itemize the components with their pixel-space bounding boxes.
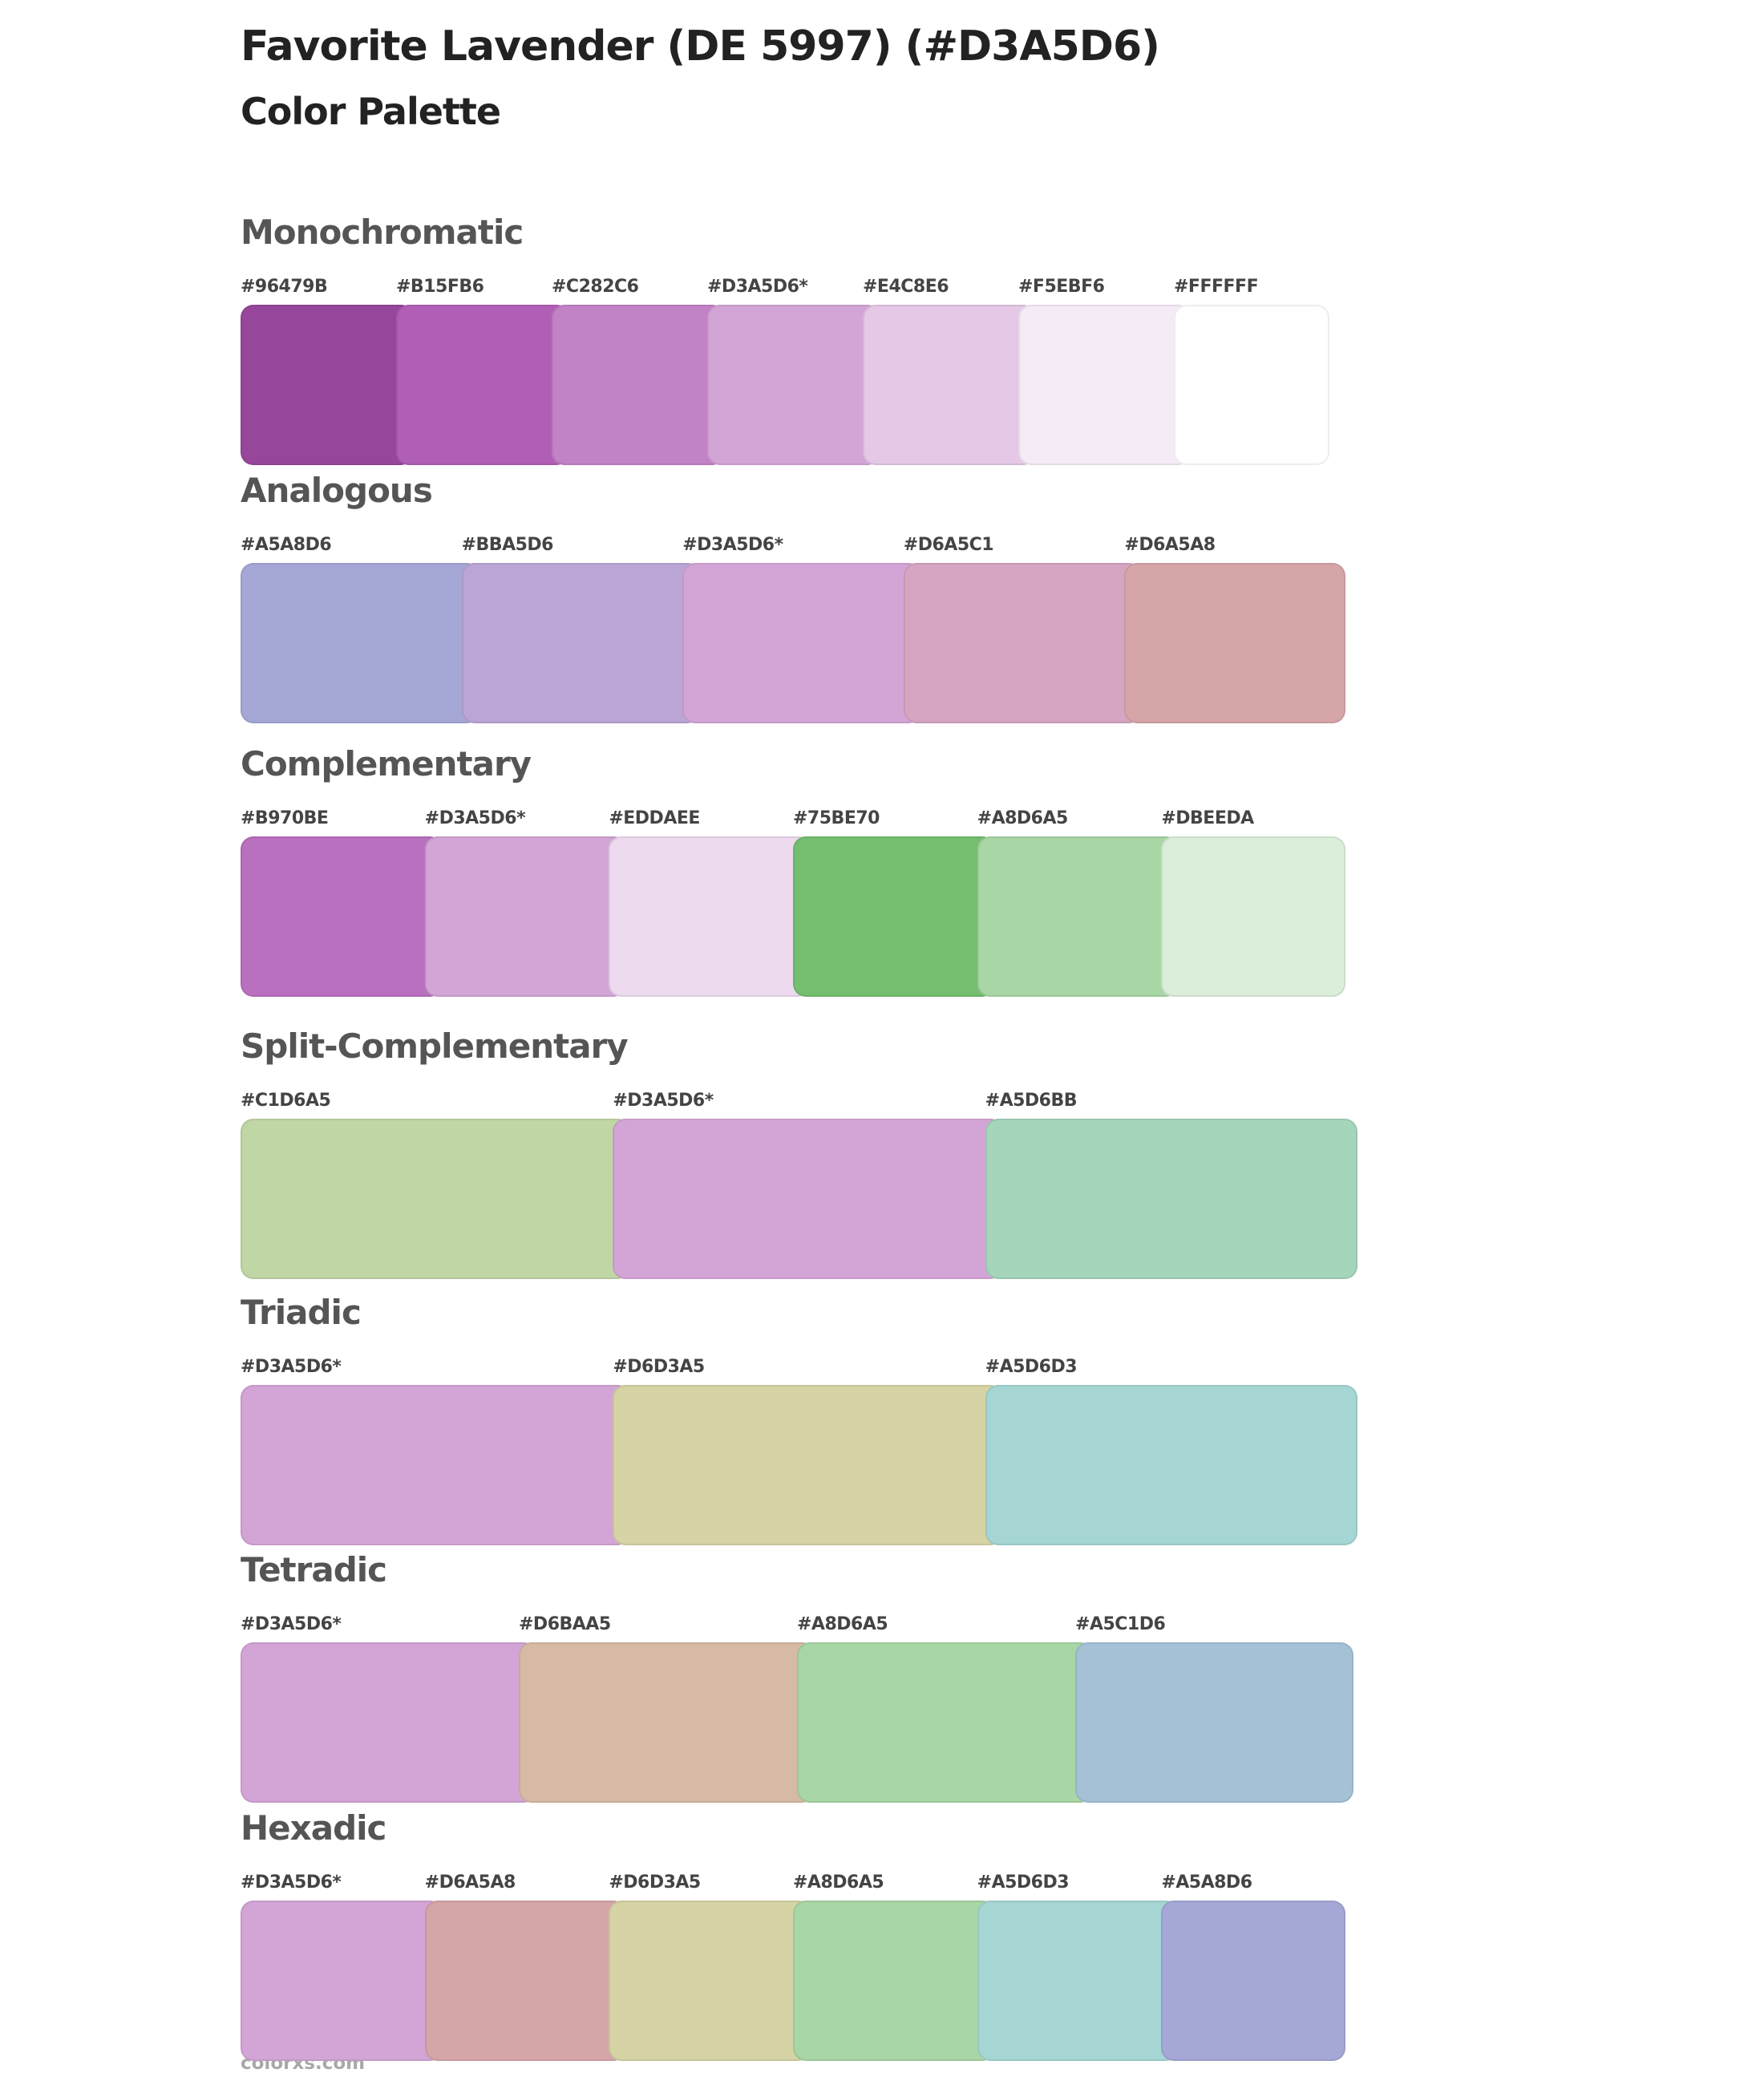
- section-heading: Analogous: [241, 471, 433, 510]
- swatch-hex-label: #DBEEDA: [1161, 808, 1254, 828]
- swatch-hex-label: #D6A5A8: [424, 1872, 516, 1893]
- swatch-hex-label: #D3A5D6*: [613, 1091, 714, 1111]
- color-swatch[interactable]: [977, 836, 1179, 997]
- swatch-hex-label: #96479B: [241, 277, 328, 297]
- section-heading: Hexadic: [241, 1808, 386, 1848]
- swatch-hex-label: #D6D3A5: [613, 1357, 705, 1377]
- swatch-hex-label: #E4C8E6: [863, 277, 949, 297]
- section-heading: Complementary: [241, 744, 532, 783]
- swatch-row: #D3A5D6* #D6BAA5 #A8D6A5 #A5C1D6: [241, 1614, 1353, 1823]
- section-heading: Monochromatic: [241, 213, 524, 252]
- swatch-hex-label: #D3A5D6*: [707, 277, 808, 297]
- color-swatch[interactable]: [1174, 305, 1329, 465]
- color-swatch[interactable]: [1124, 563, 1345, 723]
- swatch-row: #C1D6A5 #D3A5D6* #A5D6BB: [241, 1091, 1357, 1299]
- color-swatch[interactable]: [241, 836, 443, 997]
- swatch-hex-label: #C282C6: [552, 277, 639, 297]
- swatch-hex-label: #A5A8D6: [241, 535, 332, 555]
- color-swatch[interactable]: [985, 1385, 1357, 1545]
- color-swatch[interactable]: [977, 1901, 1179, 2061]
- swatch-hex-label: #D3A5D6*: [241, 1872, 342, 1893]
- color-swatch[interactable]: [241, 1385, 631, 1545]
- color-swatch[interactable]: [903, 563, 1143, 723]
- page-title: Favorite Lavender (DE 5997) (#D3A5D6): [241, 22, 1160, 71]
- color-swatch[interactable]: [1075, 1642, 1353, 1803]
- swatch-hex-label: #FFFFFF: [1174, 277, 1259, 297]
- swatch-hex-label: #D3A5D6*: [241, 1357, 342, 1377]
- swatch-row: #A5A8D6 #BBA5D6 #D3A5D6* #D6A5C1 #D6A5A8: [241, 535, 1345, 743]
- color-swatch[interactable]: [424, 836, 627, 997]
- swatch-hex-label: #A5A8D6: [1161, 1872, 1252, 1893]
- color-swatch[interactable]: [241, 563, 479, 723]
- color-swatch[interactable]: [519, 1642, 815, 1803]
- swatch-hex-label: #A8D6A5: [793, 1872, 884, 1893]
- swatch-hex-label: #A5D6D3: [977, 1872, 1070, 1893]
- swatch-hex-label: #EDDAEE: [609, 808, 700, 828]
- color-swatch[interactable]: [241, 1901, 443, 2061]
- color-swatch[interactable]: [609, 1901, 811, 2061]
- color-swatch[interactable]: [1018, 305, 1192, 465]
- color-swatch[interactable]: [396, 305, 569, 465]
- color-swatch[interactable]: [1161, 1901, 1345, 2061]
- color-swatch[interactable]: [552, 305, 725, 465]
- page-subtitle: Color Palette: [241, 90, 501, 133]
- color-swatch[interactable]: [461, 563, 701, 723]
- swatch-hex-label: #A5D6BB: [985, 1091, 1078, 1111]
- swatch-hex-label: #BBA5D6: [461, 535, 554, 555]
- section-heading: Tetradic: [241, 1550, 387, 1589]
- swatch-hex-label: #B15FB6: [396, 277, 484, 297]
- color-swatch[interactable]: [707, 305, 880, 465]
- swatch-row: #D3A5D6* #D6D3A5 #A5D6D3: [241, 1357, 1357, 1565]
- section-heading: Split-Complementary: [241, 1026, 629, 1066]
- color-swatch[interactable]: [682, 563, 921, 723]
- swatch-hex-label: #B970BE: [241, 808, 329, 828]
- color-swatch[interactable]: [241, 305, 414, 465]
- color-swatch[interactable]: [985, 1119, 1357, 1279]
- swatch-row: #D3A5D6* #D6A5A8 #D6D3A5 #A8D6A5 #A5D6D3 #A5A…: [241, 1872, 1345, 2081]
- swatch-hex-label: #D6A5A8: [1124, 535, 1216, 555]
- section-heading: Triadic: [241, 1293, 362, 1332]
- color-swatch[interactable]: [1161, 836, 1345, 997]
- color-swatch[interactable]: [241, 1119, 631, 1279]
- color-swatch[interactable]: [613, 1119, 1003, 1279]
- color-swatch[interactable]: [241, 1642, 536, 1803]
- color-swatch[interactable]: [863, 305, 1036, 465]
- swatch-row: #B970BE #D3A5D6* #EDDAEE #75BE70 #A8D6A5 #DBE…: [241, 808, 1345, 1017]
- swatch-hex-label: #D3A5D6*: [241, 1614, 342, 1634]
- color-swatch[interactable]: [424, 1901, 627, 2061]
- swatch-hex-label: #F5EBF6: [1018, 277, 1105, 297]
- swatch-hex-label: #D6A5C1: [903, 535, 994, 555]
- swatch-hex-label: #A8D6A5: [977, 808, 1069, 828]
- swatch-hex-label: #C1D6A5: [241, 1091, 331, 1111]
- swatch-hex-label: #D6D3A5: [609, 1872, 701, 1893]
- color-swatch[interactable]: [797, 1642, 1093, 1803]
- color-swatch[interactable]: [793, 836, 995, 997]
- color-swatch[interactable]: [793, 1901, 995, 2061]
- color-swatch[interactable]: [609, 836, 811, 997]
- swatch-hex-label: #D3A5D6*: [682, 535, 783, 555]
- swatch-hex-label: #A5D6D3: [985, 1357, 1078, 1377]
- swatch-hex-label: #D3A5D6*: [424, 808, 526, 828]
- swatch-hex-label: #A5C1D6: [1075, 1614, 1166, 1634]
- swatch-hex-label: #D6BAA5: [519, 1614, 611, 1634]
- color-swatch[interactable]: [613, 1385, 1003, 1545]
- swatch-hex-label: #A8D6A5: [797, 1614, 888, 1634]
- swatch-row: #96479B #B15FB6 #C282C6 #D3A5D6* #E4C8E6 #F5E…: [241, 277, 1329, 485]
- swatch-hex-label: #75BE70: [793, 808, 880, 828]
